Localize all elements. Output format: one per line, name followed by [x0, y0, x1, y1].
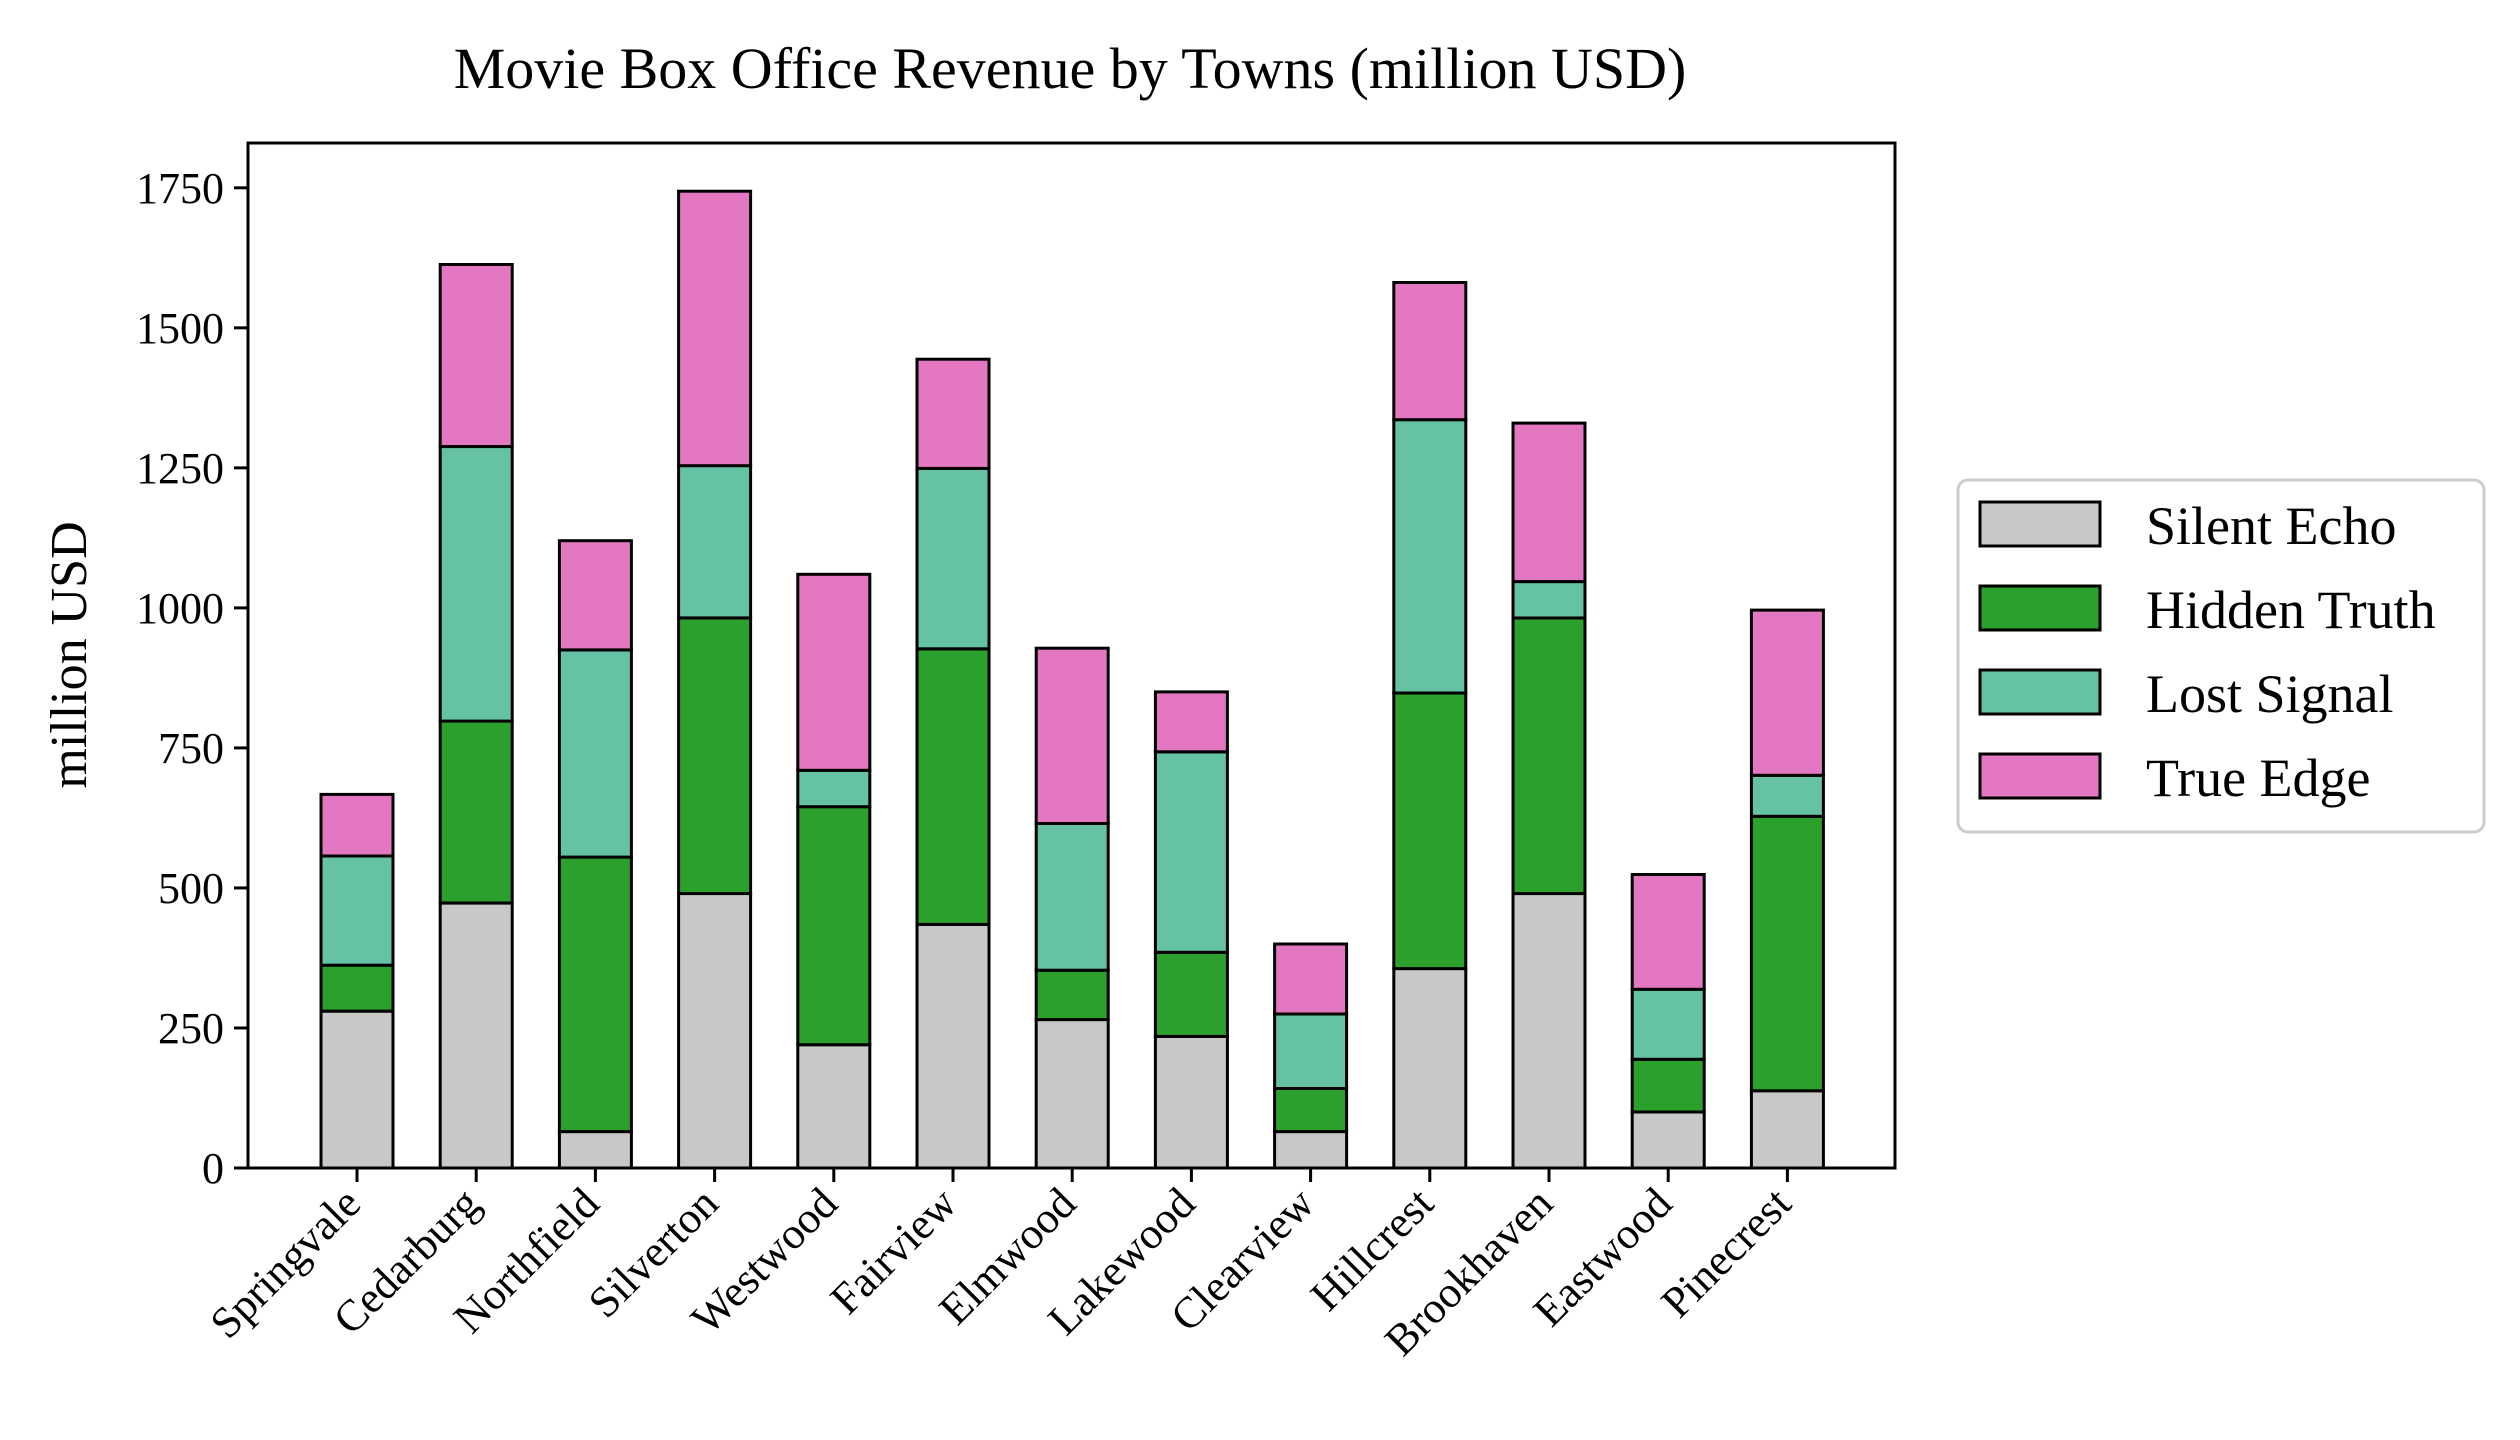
bar-lost-signal-cedarburg [438, 445, 514, 723]
bar-lost-signal-northfield [557, 648, 633, 859]
y-axis-label: million USD [41, 521, 98, 788]
y-tick-label: 1750 [136, 164, 224, 213]
legend-label-hidden-truth: Hidden Truth [2146, 580, 2436, 640]
y-tick-label: 1250 [136, 444, 224, 493]
bar-hidden-truth-westwood [796, 805, 872, 1047]
bar-lost-signal-lakewood [1153, 750, 1229, 954]
bar-hidden-truth-elmwood [1034, 968, 1110, 1022]
bar-silent-echo-northfield [557, 1130, 633, 1170]
legend-swatch-silent-echo [1978, 500, 2102, 548]
legend-label-true-edge: True Edge [2146, 748, 2371, 808]
bar-lost-signal-westwood [796, 768, 872, 809]
bar-hidden-truth-lakewood [1153, 950, 1229, 1038]
bar-silent-echo-eastwood [1630, 1110, 1706, 1170]
bar-hidden-truth-cedarburg [438, 719, 514, 905]
legend-box [1956, 478, 2486, 834]
bar-true-edge-silverton [677, 189, 753, 468]
bar-true-edge-hillcrest [1392, 281, 1468, 422]
bar-lost-signal-brookhaven [1511, 580, 1587, 620]
bar-true-edge-clearview [1273, 942, 1349, 1016]
bar-true-edge-northfield [557, 539, 633, 652]
bar-lost-signal-hillcrest [1392, 418, 1468, 695]
bar-silent-echo-fairview [915, 922, 991, 1170]
bar-silent-echo-pinecrest [1749, 1089, 1825, 1170]
legend-swatch-true-edge [1978, 752, 2102, 800]
bar-lost-signal-eastwood [1630, 987, 1706, 1061]
y-tick-label: 1000 [136, 584, 224, 633]
bar-hidden-truth-brookhaven [1511, 616, 1587, 896]
y-tick-label: 500 [158, 864, 224, 913]
bar-silent-echo-lakewood [1153, 1034, 1229, 1170]
bar-lost-signal-clearview [1273, 1012, 1349, 1090]
bar-hidden-truth-fairview [915, 647, 991, 926]
bar-hidden-truth-springvale [319, 963, 395, 1013]
bar-silent-echo-brookhaven [1511, 892, 1587, 1170]
bar-lost-signal-pinecrest [1749, 773, 1825, 818]
bar-true-edge-westwood [796, 572, 872, 772]
bar-true-edge-elmwood [1034, 646, 1110, 826]
bar-silent-echo-hillcrest [1392, 967, 1468, 1170]
bar-lost-signal-silverton [677, 464, 753, 620]
bar-hidden-truth-clearview [1273, 1087, 1349, 1134]
bar-hidden-truth-pinecrest [1749, 814, 1825, 1093]
axes-layer: 02505007501000125015001750SpringvaleCeda… [136, 141, 1897, 1365]
bar-true-edge-brookhaven [1511, 421, 1587, 584]
legend: Silent Echo Hidden Truth Lost Signal True E… [1956, 478, 2486, 834]
bar-hidden-truth-hillcrest [1392, 691, 1468, 971]
bar-true-edge-pinecrest [1749, 608, 1825, 777]
bars-layer [319, 189, 1825, 1170]
legend-swatch-lost-signal [1978, 668, 2102, 716]
bar-hidden-truth-northfield [557, 855, 633, 1134]
y-tick-label: 250 [158, 1004, 224, 1053]
legend-label-silent-echo: Silent Echo [2146, 496, 2396, 556]
bar-true-edge-cedarburg [438, 263, 514, 448]
bar-hidden-truth-eastwood [1630, 1057, 1706, 1114]
bar-silent-echo-clearview [1273, 1130, 1349, 1170]
legend-swatch-hidden-truth [1978, 584, 2102, 632]
bar-lost-signal-fairview [915, 466, 991, 651]
y-tick-label: 750 [158, 724, 224, 773]
bar-silent-echo-cedarburg [438, 901, 514, 1170]
bar-true-edge-springvale [319, 792, 395, 858]
y-tick-label: 1500 [136, 304, 224, 353]
y-tick-label: 0 [202, 1144, 224, 1193]
x-tick-label-pinecrest: Pinecrest [1652, 1178, 1801, 1327]
bar-lost-signal-elmwood [1034, 822, 1110, 972]
legend-label-lost-signal: Lost Signal [2146, 664, 2394, 724]
bar-hidden-truth-silverton [677, 616, 753, 896]
bar-silent-echo-springvale [319, 1009, 395, 1170]
bar-true-edge-fairview [915, 357, 991, 470]
bar-silent-echo-elmwood [1034, 1018, 1110, 1170]
bar-true-edge-eastwood [1630, 873, 1706, 991]
bar-lost-signal-springvale [319, 854, 395, 967]
bar-silent-echo-silverton [677, 892, 753, 1170]
bar-true-edge-lakewood [1153, 690, 1229, 754]
chart-title: Movie Box Office Revenue by Towns (milli… [454, 36, 1687, 101]
bar-silent-echo-westwood [796, 1043, 872, 1170]
